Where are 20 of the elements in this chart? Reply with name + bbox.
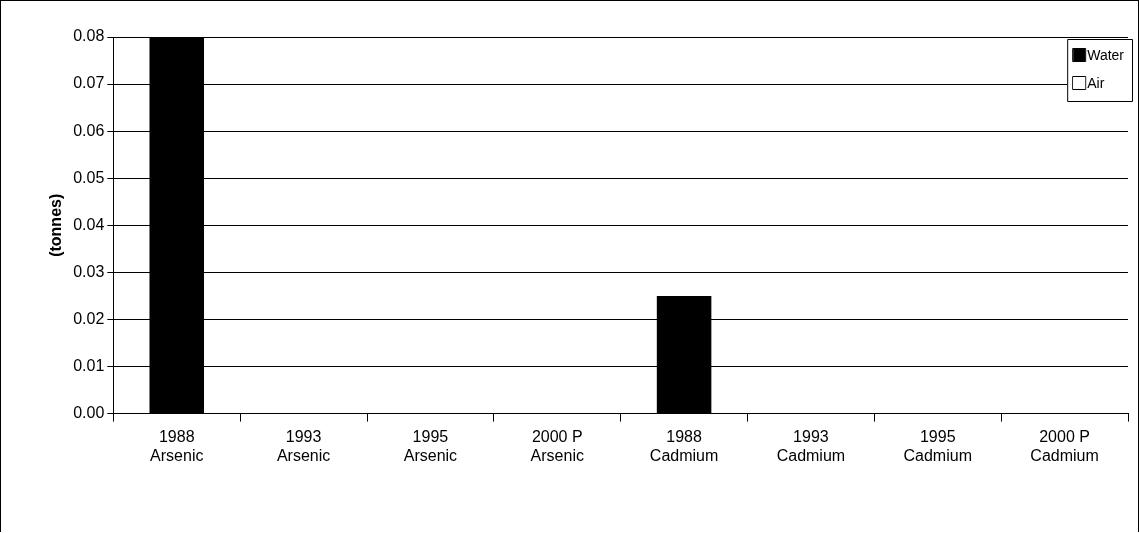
x-tick-label: 2000 P Arsenic [530, 427, 584, 464]
x-tick-label: 1993 Cadmium [776, 427, 846, 464]
x-tick-label: 1995 Arsenic [403, 427, 458, 464]
y-tick-label: 0.01 [73, 356, 105, 374]
y-tick-label: 0.05 [73, 168, 105, 186]
y-tick-label: 0.02 [73, 309, 105, 327]
legend-label: Water [1087, 46, 1125, 63]
x-tick-label: 2000 P Cadmium [1030, 427, 1099, 464]
y-tick-label: 0.07 [73, 74, 105, 92]
legend-label: Air [1087, 74, 1105, 91]
y-tick-label: 0.06 [73, 121, 105, 139]
y-tick-label: 0.00 [73, 404, 105, 422]
x-tick-label: 1988 Arsenic [150, 427, 204, 464]
x-tick-label: 1995 Cadmium [903, 427, 972, 464]
y-axis-title: (tonnes) [47, 193, 65, 257]
y-tick-label: 0.04 [73, 215, 105, 233]
y-tick-label: 0.08 [73, 27, 105, 45]
x-tick-label: 1993 Arsenic [276, 427, 331, 464]
x-tick-label: 1988 Cadmium [649, 427, 719, 464]
y-tick-label: 0.03 [73, 262, 105, 280]
